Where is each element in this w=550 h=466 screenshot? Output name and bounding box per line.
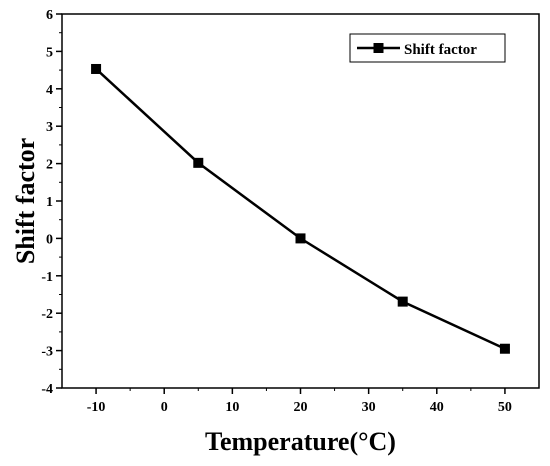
x-tick-label: 50 xyxy=(498,400,512,415)
data-point xyxy=(91,63,102,74)
series-line xyxy=(95,68,506,350)
x-tick-label: 20 xyxy=(294,400,308,415)
data-point xyxy=(499,343,510,354)
y-tick-label: 3 xyxy=(46,120,53,135)
y-tick-label: 0 xyxy=(46,232,53,247)
x-tick-label: 40 xyxy=(430,400,444,415)
x-tick-label: 0 xyxy=(161,400,168,415)
y-axis-ticks: -4 -3 -2 -1 0 1 2 3 4 5 6 xyxy=(41,8,62,397)
x-axis-ticks: -10 0 10 20 30 40 50 xyxy=(87,388,512,415)
data-point xyxy=(397,296,408,307)
y-axis-label: Shift factor xyxy=(11,138,40,264)
y-tick-label: 1 xyxy=(46,195,53,210)
y-tick-label: 2 xyxy=(46,158,53,173)
y-tick-label: -4 xyxy=(41,382,53,397)
x-tick-label: 10 xyxy=(225,400,239,415)
y-tick-label: -2 xyxy=(41,307,53,322)
y-tick-label: 4 xyxy=(46,83,53,98)
y-tick-label: -3 xyxy=(41,345,53,360)
y-tick-label: 5 xyxy=(46,45,53,60)
y-tick-label: 6 xyxy=(46,8,53,23)
series-layer xyxy=(91,63,510,354)
x-axis-label: Temperature(°C) xyxy=(205,427,396,456)
legend-marker-square xyxy=(373,43,384,53)
data-point xyxy=(295,233,306,244)
data-point xyxy=(193,157,204,168)
x-tick-label: -10 xyxy=(87,400,106,415)
y-tick-label: -1 xyxy=(41,270,53,285)
legend-label: Shift factor xyxy=(404,42,477,58)
legend: Shift factor xyxy=(349,33,506,63)
legend-box xyxy=(349,33,506,63)
x-tick-label: 30 xyxy=(362,400,376,415)
